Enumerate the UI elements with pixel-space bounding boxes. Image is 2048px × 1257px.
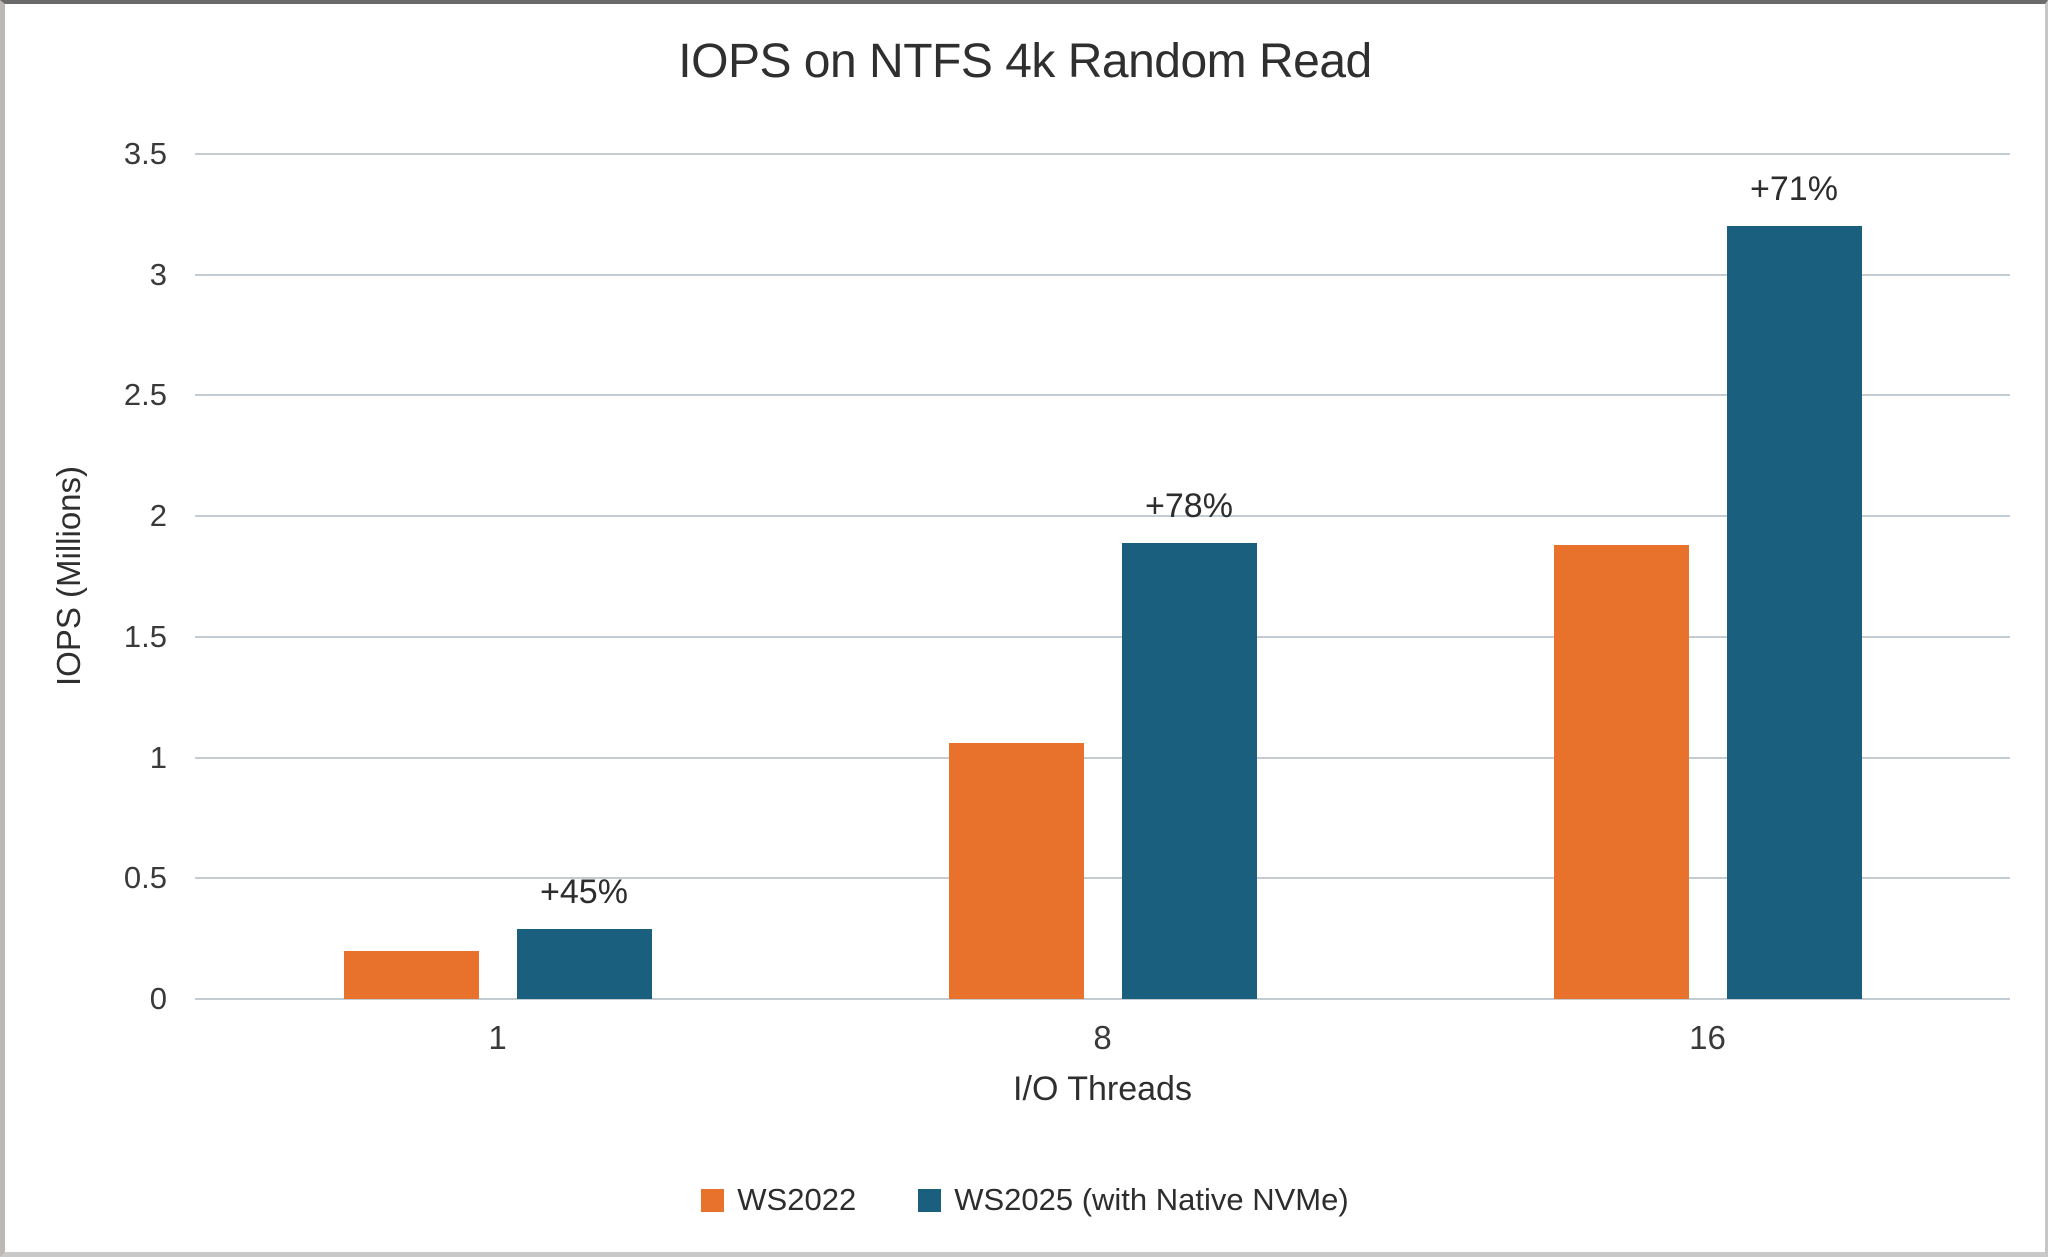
bar-ws2025-with-native-nvme xyxy=(1121,542,1257,999)
bar-ws2025-with-native-nvme xyxy=(1726,226,1862,999)
legend-label: WS2025 (with Native NVMe) xyxy=(954,1182,1349,1217)
gridline xyxy=(195,635,2010,638)
y-tick-label: 1 xyxy=(149,739,167,775)
x-tick-label: 8 xyxy=(1093,1019,1112,1056)
legend-item-ws2025-with-native-nvme: WS2025 (with Native NVMe) xyxy=(918,1182,1349,1218)
gridline xyxy=(195,877,2010,880)
bar-annotation: +45% xyxy=(540,872,628,911)
bar-ws2022 xyxy=(343,950,479,999)
y-tick-label: 2.5 xyxy=(123,377,167,413)
x-tick-label: 16 xyxy=(1689,1019,1726,1056)
y-tick-label: 2 xyxy=(149,498,167,534)
x-tick-label: 1 xyxy=(488,1019,507,1056)
gridline xyxy=(195,273,2010,276)
x-axis-title: I/O Threads xyxy=(1013,1070,1192,1108)
bar-ws2025-with-native-nvme xyxy=(516,928,652,999)
legend-label: WS2022 xyxy=(737,1182,857,1217)
gridline xyxy=(195,153,2010,155)
y-tick-label: 3 xyxy=(149,256,167,292)
gridline xyxy=(195,394,2010,397)
bar-annotation: +71% xyxy=(1750,170,1838,209)
chart-title: IOPS on NTFS 4k Random Read xyxy=(678,35,1372,88)
gridline xyxy=(195,756,2010,759)
gridline xyxy=(195,998,2010,1000)
legend-swatch xyxy=(918,1188,942,1212)
y-tick-label: 0 xyxy=(149,981,167,1016)
legend-item-ws2022: WS2022 xyxy=(701,1182,856,1218)
y-tick-label: 0.5 xyxy=(123,860,167,896)
plot-area: 0 0.5 1 1.5 2 2.5 3 3.5 1 8 16 +45% +78% +71% xyxy=(5,4,2045,1252)
bar-ws2022 xyxy=(948,743,1084,999)
gridline xyxy=(195,515,2010,518)
bar-annotation: +78% xyxy=(1145,486,1233,525)
legend: WS2022 WS2025 (with Native NVMe) xyxy=(5,1182,2045,1218)
y-tick-label: 3.5 xyxy=(123,136,167,171)
bar-ws2022 xyxy=(1553,545,1689,999)
legend-swatch xyxy=(701,1188,725,1212)
y-tick-label: 1.5 xyxy=(123,618,167,654)
